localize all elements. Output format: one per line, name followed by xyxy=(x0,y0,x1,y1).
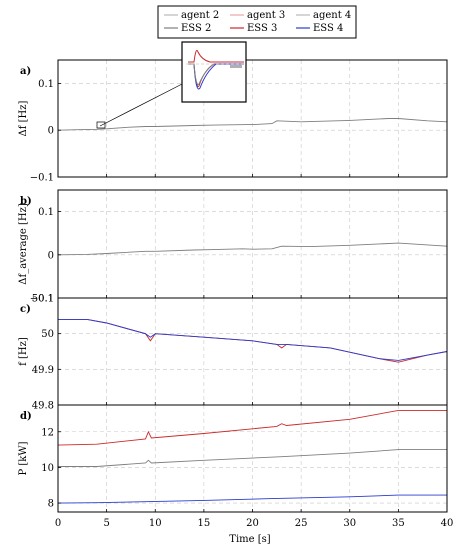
legend-entry: ESS 2 xyxy=(164,23,211,34)
series-line xyxy=(57,242,448,256)
x-tick-label: 40 xyxy=(441,518,454,529)
legend-entry: ESS 4 xyxy=(296,23,343,34)
y-tick-label: 12 xyxy=(41,427,54,438)
panel-3: 50.1 50 49.9 49.8 c) f [Hz] xyxy=(18,294,448,412)
y-axis-label: Δf_average [Hz] xyxy=(18,203,29,285)
legend-label: ESS 2 xyxy=(181,23,211,34)
legend-label: ESS 4 xyxy=(313,23,343,34)
x-tick-label: 25 xyxy=(295,518,308,529)
x-tick-label: 30 xyxy=(343,518,356,529)
y-axis-label: P [kW] xyxy=(18,441,29,475)
y-tick-label: 50.1 xyxy=(32,294,54,305)
panel-1: 0.1 0 −0.1 a) Δf [Hz] xyxy=(18,59,448,184)
legend-entry: agent 3 xyxy=(230,10,285,21)
x-tick-label: 20 xyxy=(246,518,259,529)
x-tick-label: 0 xyxy=(55,518,61,529)
legend: agent 2 agent 3 agent 4 ESS 2 ESS 3 ESS 4 xyxy=(157,5,357,39)
x-tick-label: 15 xyxy=(198,518,211,529)
y-tick-label: 0.1 xyxy=(38,79,54,90)
y-tick-label: 0 xyxy=(48,126,54,137)
y-tick-label: 49.9 xyxy=(32,365,54,376)
y-tick-label: 0.1 xyxy=(38,207,54,218)
legend-label: agent 4 xyxy=(313,10,351,21)
x-axis-label: Time [s] xyxy=(229,534,270,545)
y-tick-label: 10 xyxy=(41,463,54,474)
y-tick-label: −0.1 xyxy=(30,173,54,184)
series-line xyxy=(57,118,448,131)
legend-label: agent 3 xyxy=(247,10,285,21)
x-tick-label: 5 xyxy=(103,518,109,529)
series-line xyxy=(58,449,447,467)
legend-entry: agent 2 xyxy=(164,10,219,21)
legend-label: agent 2 xyxy=(181,10,219,21)
panel-label: c) xyxy=(20,304,31,315)
y-axis-label: f [Hz] xyxy=(18,337,29,366)
x-tick-label: 10 xyxy=(149,518,162,529)
legend-entry: agent 4 xyxy=(296,10,351,21)
panel-label: b) xyxy=(20,196,32,207)
series-line xyxy=(57,409,447,446)
legend-entry: ESS 3 xyxy=(230,23,277,34)
series-line xyxy=(57,494,447,504)
y-tick-label: 0 xyxy=(48,250,54,261)
legend-label: ESS 3 xyxy=(247,23,277,34)
inset-zoom xyxy=(96,41,247,129)
series-line xyxy=(58,318,448,361)
panel-4: 12 10 80 5 10 15 20 25 30 35 40 d) P [kW] xyxy=(18,404,454,529)
y-tick-label: 50 xyxy=(41,329,54,340)
panel-label: a) xyxy=(20,66,31,77)
y-tick-label: −0.1 xyxy=(30,294,54,305)
y-axis-label: Δf [Hz] xyxy=(18,100,29,136)
y-tick-label: 8 xyxy=(48,499,54,510)
panel-2: 0.1 0 −0.1 b)Δf_average [Hz] xyxy=(18,189,448,305)
y-tick-label: 49.8 xyxy=(32,401,54,412)
panel-label: d) xyxy=(20,411,32,422)
x-tick-label: 35 xyxy=(392,518,405,529)
